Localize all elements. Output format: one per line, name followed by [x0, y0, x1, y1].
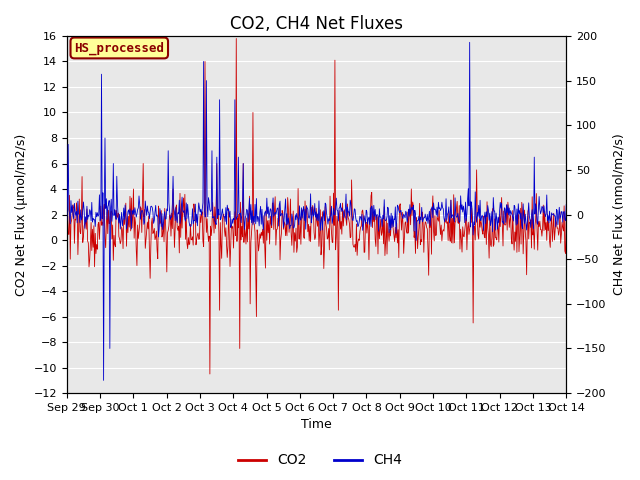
Title: CO2, CH4 Net Fluxes: CO2, CH4 Net Fluxes [230, 15, 403, 33]
Legend: CO2, CH4: CO2, CH4 [232, 448, 408, 473]
Y-axis label: CO2 Net Flux (μmol/m2/s): CO2 Net Flux (μmol/m2/s) [15, 133, 28, 296]
Y-axis label: CH4 Net Flux (nmol/m2/s): CH4 Net Flux (nmol/m2/s) [612, 133, 625, 295]
Text: HS_processed: HS_processed [74, 41, 164, 55]
X-axis label: Time: Time [301, 419, 332, 432]
